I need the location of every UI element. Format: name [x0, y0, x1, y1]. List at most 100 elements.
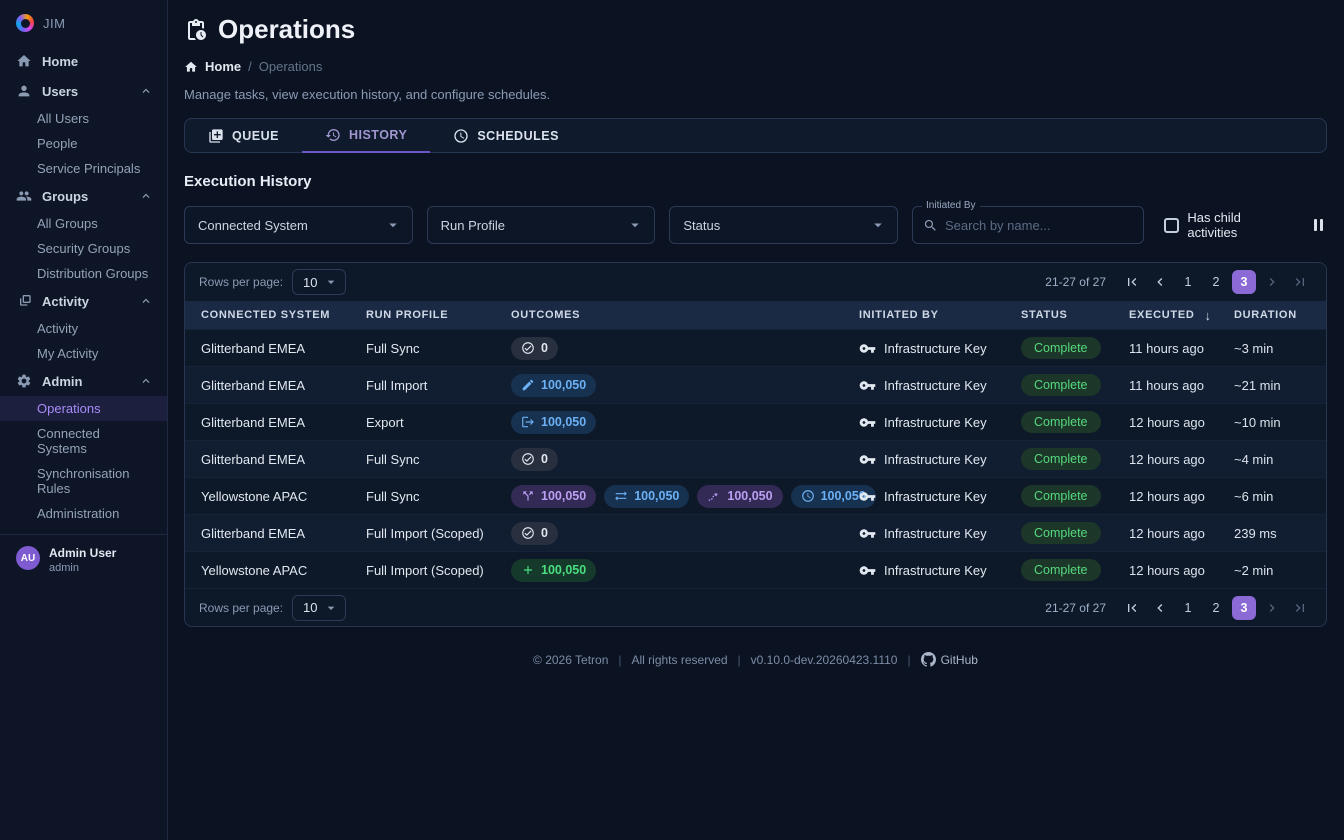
sidebar-user[interactable]: AU Admin User admin: [0, 534, 167, 585]
app-logo[interactable]: JIM: [0, 10, 167, 46]
sidebar-item-security-groups[interactable]: Security Groups: [37, 241, 131, 256]
sidebar-item-activity[interactable]: Activity: [0, 286, 167, 316]
page-button-3[interactable]: 3: [1232, 270, 1256, 294]
sidebar-item-administration[interactable]: Administration: [37, 506, 120, 521]
tab-history[interactable]: HISTORY: [301, 119, 431, 153]
status-select[interactable]: Status: [669, 206, 899, 244]
rows-per-page-select[interactable]: 10: [292, 269, 346, 295]
breadcrumb-home[interactable]: Home: [205, 59, 242, 74]
page-button-3[interactable]: 3: [1232, 595, 1256, 620]
table-row[interactable]: Glitterband EMEA Full Sync 0 Infrastruct…: [185, 329, 1326, 366]
pause-icon: [1320, 219, 1324, 231]
page-button-1[interactable]: 1: [1184, 275, 1192, 289]
outcome-badge[interactable]: 100,050: [511, 410, 597, 434]
pencil-icon: [522, 379, 534, 391]
outcome-badge[interactable]: 100,050: [511, 558, 597, 582]
chevron-down-icon: [874, 223, 882, 228]
initiated-by-text: Infrastructure Key: [884, 451, 987, 467]
table-row[interactable]: Glitterband EMEA Full Import (Scoped) 0 …: [185, 514, 1326, 551]
column-header-run-profile[interactable]: RUN PROFILE: [366, 309, 449, 321]
select-label: Run Profile: [440, 217, 505, 233]
has-child-activities-checkbox[interactable]: [1164, 217, 1180, 233]
cell-outcomes: 0: [495, 336, 843, 360]
outcome-count: 100,050: [634, 489, 680, 503]
column-header-connected-system[interactable]: CONNECTED SYSTEM: [201, 309, 331, 321]
outcome-badge[interactable]: 100,050: [790, 484, 876, 508]
next-page-button[interactable]: [1260, 270, 1284, 294]
footer-separator: |: [618, 652, 622, 667]
cell-executed: 11 hours ago: [1129, 340, 1204, 356]
connected-system-select[interactable]: Connected System: [184, 206, 413, 244]
sort-desc-icon: ↓: [1204, 307, 1212, 323]
status-badge: Complete: [1021, 559, 1101, 581]
run-profile-select[interactable]: Run Profile: [426, 206, 656, 244]
column-header-duration[interactable]: DURATION: [1234, 309, 1297, 321]
sidebar-item-people[interactable]: People: [37, 136, 78, 151]
rows-per-page-select[interactable]: 10: [292, 594, 346, 621]
sidebar-item-admin[interactable]: Admin: [0, 366, 167, 396]
page-title-text: Operations: [218, 14, 356, 44]
sidebar-item-operations[interactable]: Operations: [0, 396, 167, 421]
outcome-count: 0: [541, 526, 548, 540]
outcome-badge[interactable]: 0: [511, 447, 558, 471]
github-link[interactable]: GitHub: [920, 652, 978, 667]
initiated-by-text: Infrastructure Key: [884, 525, 987, 541]
cell-status: Complete: [1005, 559, 1113, 581]
sidebar-item-distribution-groups[interactable]: Distribution Groups: [37, 266, 149, 281]
sidebar-item-groups[interactable]: Groups: [0, 181, 167, 211]
outcome-count: 0: [541, 452, 548, 466]
column-header-initiated-by[interactable]: INITIATED BY: [859, 309, 939, 321]
first-page-button[interactable]: [1120, 596, 1144, 620]
table-row[interactable]: Glitterband EMEA Full Sync 0 Infrastruct…: [185, 440, 1326, 477]
outcome-badge[interactable]: 0: [511, 521, 558, 545]
cell-initiated-by: Infrastructure Key: [843, 562, 1005, 579]
first-page-button[interactable]: [1120, 270, 1144, 294]
prev-page-button[interactable]: [1148, 596, 1172, 620]
outcome-badge[interactable]: 100,050: [604, 484, 690, 508]
sidebar-item-service-principals[interactable]: Service Principals: [37, 161, 141, 176]
cell-outcomes: 100,050: [495, 410, 843, 434]
outcome-badge[interactable]: 100,050: [511, 373, 597, 397]
prev-page-button[interactable]: [1148, 270, 1172, 294]
cell-connected-system: Glitterband EMEA: [201, 414, 306, 430]
footer-separator: |: [907, 652, 911, 667]
column-header-executed[interactable]: EXECUTED ↓: [1113, 308, 1218, 323]
column-header-outcomes: OUTCOMES: [511, 309, 581, 321]
last-page-button[interactable]: [1288, 596, 1312, 620]
tab-schedules[interactable]: SCHEDULES: [430, 119, 582, 152]
last-page-button[interactable]: [1288, 270, 1312, 294]
sidebar-item-home[interactable]: Home: [0, 46, 167, 76]
page-button-2[interactable]: 2: [1212, 600, 1220, 615]
table-row[interactable]: Yellowstone APAC Full Import (Scoped) 10…: [185, 551, 1326, 588]
page-button-2[interactable]: 2: [1212, 275, 1220, 289]
outcome-badge[interactable]: 100,050: [697, 484, 783, 508]
table-row[interactable]: Glitterband EMEA Full Import 100,050 Inf…: [185, 366, 1326, 403]
outcome-badge[interactable]: 100,050: [511, 484, 597, 508]
sidebar-item-users[interactable]: Users: [0, 76, 167, 106]
cell-connected-system: Glitterband EMEA: [201, 525, 306, 541]
next-page-button[interactable]: [1260, 596, 1284, 620]
key-icon: [859, 343, 876, 353]
tab-queue[interactable]: QUEUE: [185, 119, 302, 152]
app-name: JIM: [43, 15, 66, 31]
cell-initiated-by: Infrastructure Key: [843, 377, 1005, 394]
page-button-1[interactable]: 1: [1184, 600, 1192, 615]
sidebar-item-synchronisation-rules[interactable]: Synchronisation Rules: [37, 466, 130, 496]
select-label: Status: [683, 217, 721, 233]
sidebar-item-activity-sub[interactable]: Activity: [37, 321, 79, 336]
search-input[interactable]: [945, 217, 1134, 233]
sidebar-item-all-users[interactable]: All Users: [37, 111, 90, 126]
outcome-count: 100,050: [541, 563, 587, 577]
outcome-badge[interactable]: 0: [511, 336, 558, 360]
pause-refresh-button[interactable]: [1310, 215, 1327, 235]
sidebar-item-my-activity[interactable]: My Activity: [37, 346, 99, 361]
table-row[interactable]: Glitterband EMEA Export 100,050 Infrastr…: [185, 403, 1326, 440]
sidebar-item-connected-systems[interactable]: Connected Systems: [37, 426, 100, 456]
table-row[interactable]: Yellowstone APAC Full Sync 100,050 100,0…: [185, 477, 1326, 514]
column-header-status[interactable]: STATUS: [1021, 309, 1068, 321]
sidebar-item-all-groups[interactable]: All Groups: [37, 216, 98, 231]
cell-connected-system: Glitterband EMEA: [201, 340, 306, 356]
cell-initiated-by: Infrastructure Key: [843, 451, 1005, 468]
select-label: Connected System: [198, 217, 308, 233]
